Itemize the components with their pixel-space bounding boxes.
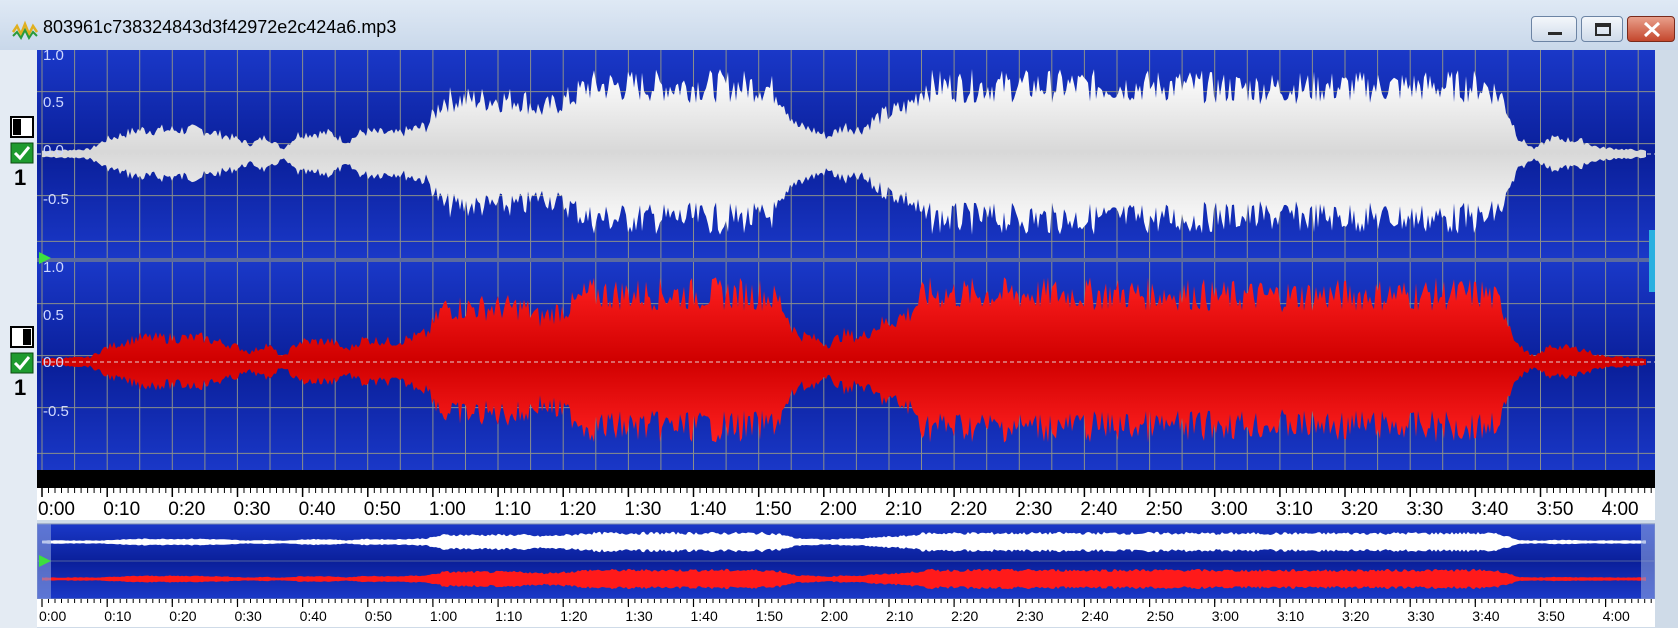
- overview-time-label: 2:30: [1016, 608, 1043, 624]
- y-axis-label: 0.0: [43, 354, 64, 371]
- time-ruler-label: 1:50: [755, 499, 792, 520]
- overview-time-ruler[interactable]: [37, 599, 1655, 627]
- title-bar: 803961c738324843d3f42972e2c424a6.mp3: [0, 0, 1678, 50]
- overview-time-label: 3:10: [1277, 608, 1304, 624]
- waveform-view[interactable]: 1.0 0.5 0.0 -0.5 1.0 0.5 0.0 -0.5 0:00 0:10 0:20 0…: [37, 50, 1655, 520]
- overview-time-label: 3:40: [1472, 608, 1499, 624]
- maximize-icon: [1595, 23, 1611, 36]
- time-ruler-label: 4:00: [1602, 499, 1639, 520]
- channel-1-select-toggle[interactable]: [10, 116, 34, 138]
- overview-time-label: 2:20: [951, 608, 978, 624]
- overview-time-label: 0:30: [235, 608, 262, 624]
- time-ruler-label: 2:10: [885, 499, 922, 520]
- overview-time-label: 2:40: [1081, 608, 1108, 624]
- time-ruler-label: 1:40: [690, 499, 727, 520]
- overview-time-label: 0:00: [39, 608, 66, 624]
- y-axis-label: -0.5: [43, 403, 69, 420]
- overview-time-label: 1:30: [625, 608, 652, 624]
- overview-time-label: 1:40: [691, 608, 718, 624]
- overview-time-label: 2:50: [1147, 608, 1174, 624]
- overview-panel[interactable]: 0:00 0:10 0:20 0:30 0:40 0:50 1:00 1:10 1:20 1:30…: [37, 523, 1655, 628]
- channel-1-waveform: [42, 69, 1646, 235]
- time-ruler-label: 2:50: [1146, 499, 1183, 520]
- time-ruler-label: 2:30: [1015, 499, 1052, 520]
- time-ruler-label: 3:10: [1276, 499, 1313, 520]
- channel-1-enable-checkbox[interactable]: [10, 142, 34, 164]
- time-ruler-label: 1:30: [624, 499, 661, 520]
- minimize-button[interactable]: [1531, 16, 1577, 42]
- time-ruler-label: 1:10: [494, 499, 531, 520]
- time-ruler-label: 0:30: [234, 499, 271, 520]
- overview-time-label: 0:50: [365, 608, 392, 624]
- time-ruler-label: 2:40: [1080, 499, 1117, 520]
- time-ruler-label: 0:10: [103, 499, 140, 520]
- overview-channel-1-waveform: [42, 531, 1646, 553]
- channel-1-number: 1: [14, 165, 27, 190]
- maximize-button[interactable]: [1581, 16, 1623, 42]
- overview-time-label: 3:20: [1342, 608, 1369, 624]
- minimize-icon: [1548, 32, 1562, 35]
- time-ruler-label: 3:50: [1537, 499, 1574, 520]
- y-axis-label: 0.0: [43, 142, 64, 159]
- time-ruler-label: 0:20: [168, 499, 205, 520]
- time-ruler-label: 1:20: [559, 499, 596, 520]
- time-ruler-label: 1:00: [429, 499, 466, 520]
- time-ruler-label: 3:20: [1341, 499, 1378, 520]
- scroll-edge-indicator[interactable]: [1649, 230, 1655, 292]
- y-axis-label: 0.5: [43, 307, 64, 324]
- overview-time-label: 4:00: [1603, 608, 1630, 624]
- time-ruler-label: 3:40: [1471, 499, 1508, 520]
- overview-time-label: 3:00: [1212, 608, 1239, 624]
- channel-2-number: 1: [14, 375, 27, 400]
- time-ruler-label: 0:50: [364, 499, 401, 520]
- overview-time-label: 1:50: [756, 608, 783, 624]
- time-ruler-label: 2:00: [820, 499, 857, 520]
- overview-time-label: 3:50: [1538, 608, 1565, 624]
- time-ruler[interactable]: [37, 488, 1655, 520]
- overview-channel-2-waveform: [42, 568, 1646, 590]
- overview-playhead-icon[interactable]: [39, 555, 51, 567]
- time-ruler-label: 3:00: [1211, 499, 1248, 520]
- overview-time-label: 1:10: [495, 608, 522, 624]
- time-ruler-label: 0:40: [299, 499, 336, 520]
- time-ruler-label: 2:20: [950, 499, 987, 520]
- selection-ruler[interactable]: [37, 470, 1655, 488]
- y-axis-label: 1.0: [43, 259, 64, 276]
- close-icon: [1643, 21, 1661, 38]
- overview-time-label: 2:10: [886, 608, 913, 624]
- overview-time-label: 0:40: [300, 608, 327, 624]
- y-axis-label: -0.5: [43, 191, 69, 208]
- channel-2-waveform: [42, 277, 1646, 443]
- close-button[interactable]: [1627, 16, 1675, 42]
- channel-strip: 1 1: [0, 50, 37, 628]
- time-ruler-label: 3:30: [1406, 499, 1443, 520]
- y-axis-label: 1.0: [43, 50, 64, 64]
- playhead-marker-icon[interactable]: [39, 252, 51, 264]
- channel-2-select-toggle[interactable]: [10, 326, 34, 348]
- waveform-app-icon: [12, 20, 38, 40]
- overview-time-label: 3:30: [1407, 608, 1434, 624]
- time-ruler-label: 0:00: [38, 499, 75, 520]
- overview-time-label: 0:10: [104, 608, 131, 624]
- channel-2-enable-checkbox[interactable]: [10, 352, 34, 374]
- window-title: 803961c738324843d3f42972e2c424a6.mp3: [43, 17, 397, 37]
- overview-time-label: 1:00: [430, 608, 457, 624]
- overview-time-label: 1:20: [560, 608, 587, 624]
- overview-time-label: 0:20: [169, 608, 196, 624]
- y-axis-label: 0.5: [43, 94, 64, 111]
- overview-time-label: 2:00: [821, 608, 848, 624]
